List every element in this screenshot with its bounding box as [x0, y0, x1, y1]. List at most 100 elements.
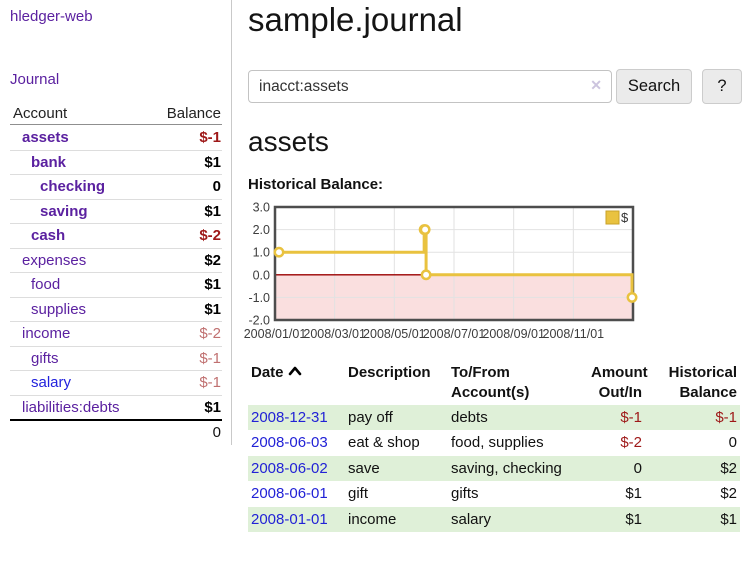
account-link[interactable]: expenses: [22, 251, 87, 269]
account-link[interactable]: supplies: [31, 300, 87, 318]
transaction-accounts: saving, checking: [451, 459, 562, 477]
search-button[interactable]: Search: [616, 69, 692, 104]
svg-text:0.0: 0.0: [253, 268, 270, 282]
svg-text:-2.0: -2.0: [248, 314, 270, 328]
total-balance: 0: [212, 423, 221, 441]
sidebar-account-row: gifts $-1: [10, 345, 222, 371]
transaction-amount: $-1: [620, 408, 642, 426]
account-balance: $-2: [199, 325, 221, 343]
account-tree: assets $-1 bank $1 checking 0 saving $1 …: [10, 125, 222, 419]
register-row: 2008-12-31 pay off debts $-1 $-1: [248, 404, 740, 431]
account-link[interactable]: income: [22, 325, 71, 343]
svg-text:2008/11/01: 2008/11/01: [543, 327, 605, 341]
sidebar-account-row: saving $1: [10, 198, 222, 224]
account-balance: $1: [204, 153, 221, 171]
transaction-balance: $2: [720, 459, 737, 477]
account-balance: $-2: [199, 227, 221, 245]
transaction-amount: $-2: [620, 434, 642, 452]
sidebar-account-row: food $1: [10, 272, 222, 297]
account-link[interactable]: saving: [40, 202, 88, 220]
sort-ascending-icon: [288, 366, 301, 376]
register-header-row: Date Description To/From Account(s) Amou…: [248, 361, 740, 405]
register-row: 2008-01-01 income salary $1 $1: [248, 506, 740, 533]
account-balance: $-1: [199, 349, 221, 367]
page-title: sample.journal: [248, 1, 463, 38]
account-link[interactable]: gifts: [31, 349, 59, 367]
sidebar-account-row: cash $-2: [10, 223, 222, 248]
svg-text:2008/05/01: 2008/05/01: [363, 327, 426, 341]
account-link[interactable]: liabilities:debts: [22, 398, 120, 416]
transaction-balance: $2: [720, 485, 737, 503]
transaction-description: income: [348, 510, 397, 528]
transaction-date-link[interactable]: 2008-06-03: [251, 434, 328, 452]
transaction-amount: 0: [633, 459, 642, 477]
balance-column-header: Balance: [166, 104, 221, 122]
account-link[interactable]: salary: [31, 374, 72, 392]
sidebar-account-row: bank $1: [10, 149, 222, 175]
account-link[interactable]: assets: [22, 128, 69, 146]
search-input[interactable]: [248, 70, 612, 103]
transaction-amount: $1: [625, 510, 642, 528]
account-link[interactable]: bank: [31, 153, 67, 171]
transaction-balance: 0: [728, 434, 737, 452]
transaction-date-link[interactable]: 2008-06-01: [251, 485, 328, 503]
transaction-description: pay off: [348, 408, 393, 426]
account-balance: $2: [204, 251, 221, 269]
transaction-accounts: food, supplies: [451, 434, 544, 452]
svg-text:2008/01/01: 2008/01/01: [244, 327, 307, 341]
account-table-header: Account Balance: [10, 102, 222, 125]
account-balance: $-1: [199, 128, 221, 146]
historical-balance-label: Historical Balance:: [248, 176, 384, 193]
transaction-accounts: gifts: [451, 485, 479, 503]
date-column-header[interactable]: Date: [248, 361, 345, 405]
svg-text:2.0: 2.0: [253, 223, 270, 237]
transaction-date-link[interactable]: 2008-12-31: [251, 408, 328, 426]
search-bar: ✕ Search ?: [248, 69, 742, 104]
svg-text:1.0: 1.0: [253, 246, 270, 260]
sidebar-account-row: income $-2: [10, 321, 222, 346]
transaction-description: eat & shop: [348, 434, 420, 452]
account-balance: $1: [204, 300, 221, 318]
transaction-date-link[interactable]: 2008-06-02: [251, 459, 328, 477]
account-link[interactable]: checking: [40, 178, 106, 196]
transaction-date-link[interactable]: 2008-01-01: [251, 510, 328, 528]
svg-text:$: $: [621, 210, 629, 225]
sidebar: hledger-web Journal Account Balance asse…: [0, 0, 232, 445]
tofrom-column-header: To/From Account(s): [451, 364, 530, 401]
svg-text:2008/09/01: 2008/09/01: [482, 327, 545, 341]
svg-text:-1.0: -1.0: [248, 291, 270, 305]
account-balance: $1: [204, 276, 221, 294]
sidebar-account-row: supplies $1: [10, 296, 222, 322]
account-column-header: Account: [13, 104, 68, 122]
account-total-row: 0: [10, 419, 222, 443]
register-row: 2008-06-03 eat & shop food, supplies $-2…: [248, 430, 740, 456]
sidebar-account-row: liabilities:debts $1: [10, 394, 222, 420]
account-balance: $1: [204, 202, 221, 220]
register-row: 2008-06-02 save saving, checking 0 $2: [248, 455, 740, 482]
balance-column-header2: Historical Balance: [668, 364, 737, 401]
account-balance: 0: [212, 178, 221, 196]
svg-text:3.0: 3.0: [253, 202, 270, 215]
transaction-description: save: [348, 459, 380, 477]
brand-link[interactable]: hledger-web: [10, 8, 93, 25]
main-content: sample.journal ✕ Search ? assets Histori…: [244, 0, 742, 582]
sidebar-account-row: salary $-1: [10, 370, 222, 395]
transaction-description: gift: [348, 485, 369, 503]
register-table: Date Description To/From Account(s) Amou…: [248, 361, 740, 533]
transaction-accounts: salary: [451, 510, 492, 528]
clear-search-icon[interactable]: ✕: [590, 77, 602, 93]
help-button[interactable]: ?: [702, 69, 742, 104]
sidebar-account-row: checking 0: [10, 174, 222, 199]
account-balance: $-1: [199, 374, 221, 392]
transaction-balance: $1: [720, 510, 737, 528]
transaction-amount: $1: [625, 485, 642, 503]
nav-journal-link[interactable]: Journal: [10, 71, 60, 88]
svg-text:2008/03/01: 2008/03/01: [303, 327, 366, 341]
account-balance-table: Account Balance assets $-1 bank $1 check…: [10, 102, 222, 443]
register-row: 2008-06-01 gift gifts $1 $2: [248, 481, 740, 507]
sidebar-account-row: expenses $2: [10, 247, 222, 273]
account-link[interactable]: cash: [31, 227, 66, 245]
account-heading: assets: [248, 126, 329, 157]
sidebar-account-row: assets $-1: [10, 125, 222, 150]
account-link[interactable]: food: [31, 276, 61, 294]
